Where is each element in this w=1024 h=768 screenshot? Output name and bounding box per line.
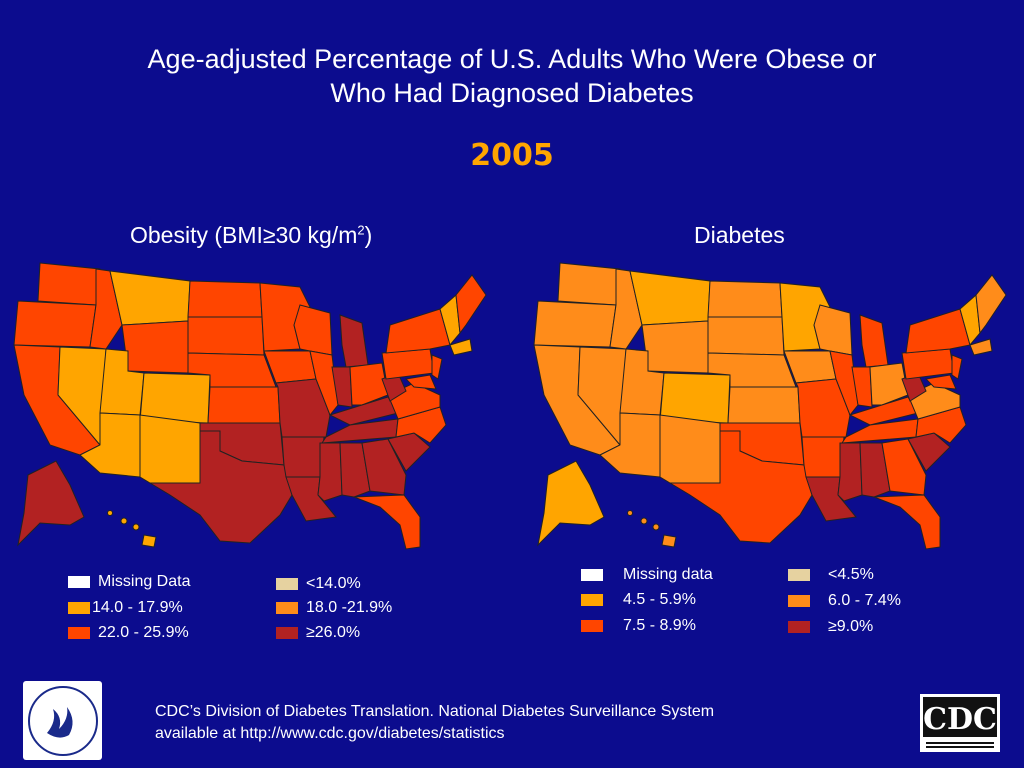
legend-swatch xyxy=(68,601,90,614)
legend-swatch xyxy=(276,601,298,614)
state-il xyxy=(829,350,859,416)
legend-swatch xyxy=(581,593,603,606)
diabetes-map xyxy=(533,262,1007,550)
state-il xyxy=(309,350,339,416)
state-mt xyxy=(109,270,191,326)
state-or xyxy=(533,300,617,348)
state-nm xyxy=(139,414,201,484)
state-new-england-2 xyxy=(969,338,993,356)
state-al xyxy=(859,442,891,498)
legend-swatch xyxy=(276,626,298,639)
state-ar xyxy=(801,436,845,478)
state-ar xyxy=(281,436,325,478)
title-line-2: Who Had Diagnosed Diabetes xyxy=(330,78,694,108)
state-hi-4 xyxy=(141,534,157,548)
state-me xyxy=(455,274,487,335)
obesity-map xyxy=(13,262,487,550)
legend-item: <4.5% xyxy=(788,566,874,584)
state-me xyxy=(975,274,1007,335)
state-ga xyxy=(361,438,407,496)
state-or xyxy=(13,300,97,348)
state-fl xyxy=(353,494,421,550)
state-pa xyxy=(901,348,955,380)
state-nm xyxy=(659,414,721,484)
state-nj xyxy=(951,354,963,380)
legend-item: 18.0 -21.9% xyxy=(276,599,392,617)
state-wi xyxy=(293,304,333,356)
legend-swatch xyxy=(788,620,810,633)
state-wa xyxy=(557,262,621,306)
state-ms xyxy=(317,442,343,502)
state-mi xyxy=(339,314,369,368)
state-hi-1 xyxy=(107,510,113,516)
state-nd xyxy=(707,280,783,318)
legend-swatch xyxy=(788,568,810,581)
legend-item: <14.0% xyxy=(276,575,361,593)
year-label: 2005 xyxy=(470,138,554,173)
state-in xyxy=(331,366,353,408)
legend-item: 7.5 - 8.9% xyxy=(581,617,696,635)
legend-swatch xyxy=(581,619,603,632)
title-line-1: Age-adjusted Percentage of U.S. Adults W… xyxy=(147,44,877,74)
state-hi-3 xyxy=(132,523,140,531)
citation-line-2: available at http://www.cdc.gov/diabetes… xyxy=(155,725,505,742)
state-hi-1 xyxy=(627,510,633,516)
state-mt xyxy=(629,270,711,326)
state-in xyxy=(851,366,873,408)
state-hi-2 xyxy=(640,517,648,525)
slide-title: Age-adjusted Percentage of U.S. Adults W… xyxy=(0,42,1024,110)
legend-item: 22.0 - 25.9% xyxy=(68,624,189,642)
state-ks xyxy=(207,386,281,424)
legend-item: ≥9.0% xyxy=(788,618,873,636)
legend-swatch xyxy=(68,575,90,588)
legend-item: 6.0 - 7.4% xyxy=(788,592,901,610)
state-pa xyxy=(381,348,435,380)
state-oh xyxy=(349,362,389,406)
legend-swatch xyxy=(788,594,810,607)
state-hi-2 xyxy=(120,517,128,525)
state-wy xyxy=(121,320,189,374)
state-co xyxy=(659,372,731,424)
legend-item: Missing data xyxy=(581,566,713,584)
state-ny xyxy=(905,308,971,354)
state-ny xyxy=(385,308,451,354)
state-sd xyxy=(187,316,265,356)
source-citation: CDC’s Division of Diabetes Translation. … xyxy=(155,701,714,745)
legend-item: 14.0 - 17.9% xyxy=(68,599,183,617)
state-ak xyxy=(537,460,605,547)
hhs-seal-icon xyxy=(23,681,102,760)
state-ga xyxy=(881,438,927,496)
legend-item: Missing Data xyxy=(68,573,190,591)
diabetes-map-title: Diabetes xyxy=(694,222,785,248)
state-co xyxy=(139,372,211,424)
state-oh xyxy=(869,362,909,406)
state-wa xyxy=(37,262,101,306)
legend-item: 4.5 - 5.9% xyxy=(581,591,696,609)
state-sd xyxy=(707,316,785,356)
state-hi-3 xyxy=(652,523,660,531)
state-wy xyxy=(641,320,709,374)
state-wi xyxy=(813,304,853,356)
state-nj xyxy=(431,354,443,380)
citation-line-1: CDC’s Division of Diabetes Translation. … xyxy=(155,703,715,720)
state-new-england-2 xyxy=(449,338,473,356)
state-fl xyxy=(873,494,941,550)
legend-item: ≥26.0% xyxy=(276,624,360,642)
state-ks xyxy=(727,386,801,424)
state-nd xyxy=(187,280,263,318)
legend-swatch xyxy=(68,626,90,639)
legend-swatch xyxy=(581,568,603,581)
state-hi-4 xyxy=(661,534,677,548)
state-ms xyxy=(837,442,863,502)
state-mi xyxy=(859,314,889,368)
cdc-logo-text: CDC xyxy=(923,702,997,737)
state-md xyxy=(924,374,957,390)
state-al xyxy=(339,442,371,498)
cdc-logo: CDC xyxy=(920,694,1000,752)
obesity-map-title: Obesity (BMI≥30 kg/m2) xyxy=(130,222,373,248)
state-md xyxy=(404,374,437,390)
legend-swatch xyxy=(276,577,298,590)
state-ak xyxy=(17,460,85,547)
